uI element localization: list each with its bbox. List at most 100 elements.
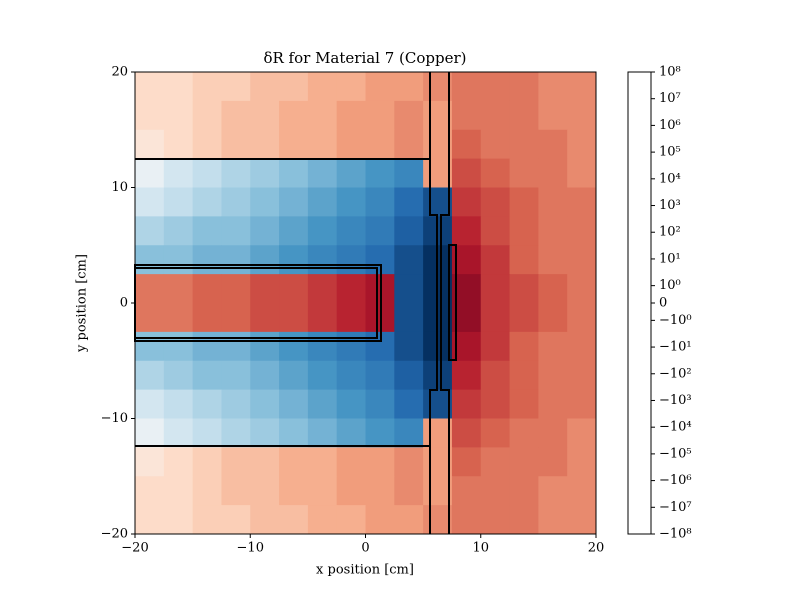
heatmap-cell — [567, 447, 597, 477]
heatmap-cell — [307, 360, 338, 391]
heatmap-cell — [279, 72, 309, 102]
colorbar-tick-label: 0 — [659, 296, 667, 311]
heatmap-cell — [192, 72, 222, 102]
heatmap-cell — [279, 360, 309, 391]
heatmap-cell — [394, 476, 424, 506]
heatmap-cell — [423, 418, 453, 448]
heatmap-cell — [135, 389, 165, 419]
heatmap-cell — [250, 505, 280, 535]
heatmap-cell — [451, 505, 482, 535]
heatmap-cell — [221, 447, 251, 477]
heatmap-cell — [163, 331, 194, 362]
colorbar-tick-label: 10⁴ — [659, 171, 681, 186]
colorbar-tick-label: 10¹ — [659, 251, 681, 266]
heatmap-cell — [538, 129, 568, 160]
heatmap-cell — [394, 274, 424, 304]
heatmap-cell — [538, 331, 568, 362]
heatmap-cell — [423, 389, 453, 419]
heatmap-cell — [394, 216, 424, 246]
heatmap-cell — [192, 476, 222, 506]
heatmap-cell — [336, 331, 366, 362]
heatmap-cell — [163, 274, 194, 304]
x-tick-label: 0 — [361, 541, 369, 556]
heatmap-cell — [538, 360, 568, 391]
x-axis-label: x position [cm] — [316, 563, 414, 578]
heatmap-cell — [163, 72, 194, 102]
x-tick-label: 10 — [472, 541, 489, 556]
heatmap-cell — [509, 100, 539, 131]
heatmap-cell — [365, 72, 395, 102]
heatmap-cell — [538, 187, 568, 217]
heatmap-cell — [567, 100, 597, 131]
heatmap-cell — [250, 100, 280, 131]
heatmap-cell — [279, 274, 309, 304]
colorbar-tick-label: −10² — [659, 366, 692, 381]
heatmap-cell — [509, 129, 539, 160]
heatmap-cell — [307, 418, 338, 448]
heatmap-cell — [279, 389, 309, 419]
heatmap-cell — [250, 274, 280, 304]
heatmap-cell — [480, 303, 511, 333]
heatmap-cell — [394, 447, 424, 477]
heatmap-cell — [192, 100, 222, 131]
chart-title: δR for Material 7 (Copper) — [263, 49, 466, 67]
wall-outline — [135, 72, 450, 534]
heatmap-cell — [250, 447, 280, 477]
heatmap-cell — [538, 418, 568, 448]
heatmap-cell — [567, 418, 597, 448]
heatmap-cell — [480, 476, 511, 506]
colorbar-tick-label: −10⁶ — [659, 473, 692, 488]
heatmap-cell — [451, 389, 482, 419]
heatmap-cell — [509, 158, 539, 188]
heatmap-cell — [221, 245, 251, 275]
heatmap-cell — [365, 360, 395, 391]
heatmap-cell — [509, 303, 539, 333]
heatmap-cell — [365, 418, 395, 448]
heatmap-cell — [221, 100, 251, 131]
heatmap-cell — [480, 216, 511, 246]
heatmap-cell — [163, 129, 194, 160]
heatmap-cell — [567, 505, 597, 535]
heatmap-cell — [336, 216, 366, 246]
heatmap-cell — [451, 360, 482, 391]
colorbar-tick-label: −10⁸ — [659, 527, 692, 542]
heatmap-cell — [250, 360, 280, 391]
heatmap-cell — [163, 187, 194, 217]
heatmap-cell — [135, 303, 165, 333]
heatmap-cell — [221, 360, 251, 391]
y-tick-label: 0 — [120, 296, 128, 311]
heatmap-cell — [451, 129, 482, 160]
heatmap-cell — [567, 331, 597, 362]
heatmap-cell — [394, 360, 424, 391]
heatmap-cell — [567, 245, 597, 275]
heatmap-cell — [451, 100, 482, 131]
heatmap-cell — [480, 100, 511, 131]
heatmap-cell — [250, 303, 280, 333]
heatmap-cell — [192, 158, 222, 188]
heatmap-cell — [423, 476, 453, 506]
heatmap-cell — [279, 447, 309, 477]
heatmap-cell — [307, 274, 338, 304]
heatmap-cell — [135, 274, 165, 304]
heatmap-cell — [394, 245, 424, 275]
heatmap-cell — [480, 158, 511, 188]
colorbar-tick-label: 10⁷ — [659, 91, 681, 106]
heatmap-cell — [336, 100, 366, 131]
heatmap-cell — [336, 418, 366, 448]
heatmap-cell — [279, 418, 309, 448]
heatmap-cell — [567, 129, 597, 160]
heatmap-cell — [135, 331, 165, 362]
heatmap-cell — [279, 158, 309, 188]
heatmap-cell — [221, 389, 251, 419]
heatmap-cell — [451, 158, 482, 188]
heatmap-cell — [365, 505, 395, 535]
heatmap-cell — [192, 418, 222, 448]
heatmap-cell — [163, 158, 194, 188]
x-tick-label: −10 — [237, 541, 264, 556]
heatmap-cell — [451, 418, 482, 448]
heatmap-cell — [135, 158, 165, 188]
heatmap-cell — [163, 216, 194, 246]
heatmap-cell — [480, 72, 511, 102]
heatmap-cell — [221, 187, 251, 217]
